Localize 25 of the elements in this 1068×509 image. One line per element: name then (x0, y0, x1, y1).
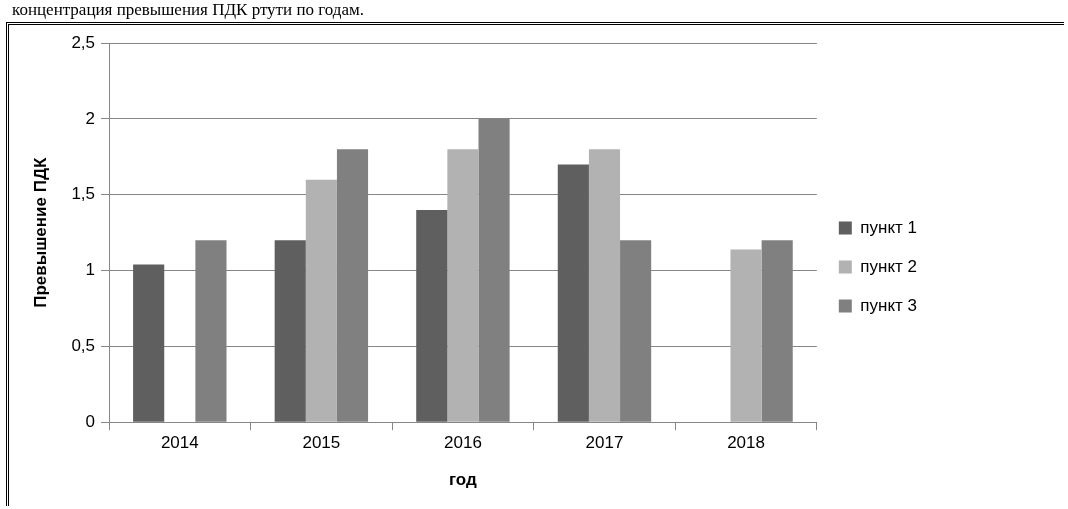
bar (588, 149, 621, 422)
y-tick-label: 2 (85, 108, 96, 128)
x-tick-label: 2018 (727, 433, 765, 453)
bar (557, 164, 589, 422)
bar (447, 149, 479, 422)
y-tick-label: 2,5 (71, 32, 96, 52)
x-tick-label: 2016 (444, 433, 482, 453)
bar (416, 209, 448, 422)
y-tick-label: 0 (85, 411, 96, 431)
y-tick-label: 1 (85, 260, 96, 280)
text: концентрация превышения ПДК ртути по годам. (11, 0, 365, 20)
bar (274, 240, 306, 422)
x-tick-label: 2017 (585, 433, 624, 453)
legend-label: пункт 2 (860, 256, 917, 276)
y-tick-label: 0,5 (71, 336, 96, 356)
y-tick-label: 1,5 (71, 184, 96, 204)
x-tick-label: 2014 (160, 433, 199, 453)
legend-label: пункт 1 (860, 217, 917, 237)
bar (133, 264, 165, 422)
x-tick-label: 2015 (302, 433, 341, 453)
legend-label: пункт 3 (860, 295, 917, 315)
bar (730, 249, 762, 422)
bar (305, 179, 337, 422)
x-axis-title: год (449, 470, 478, 490)
y-axis-title: Превышение ПДК (30, 156, 50, 308)
